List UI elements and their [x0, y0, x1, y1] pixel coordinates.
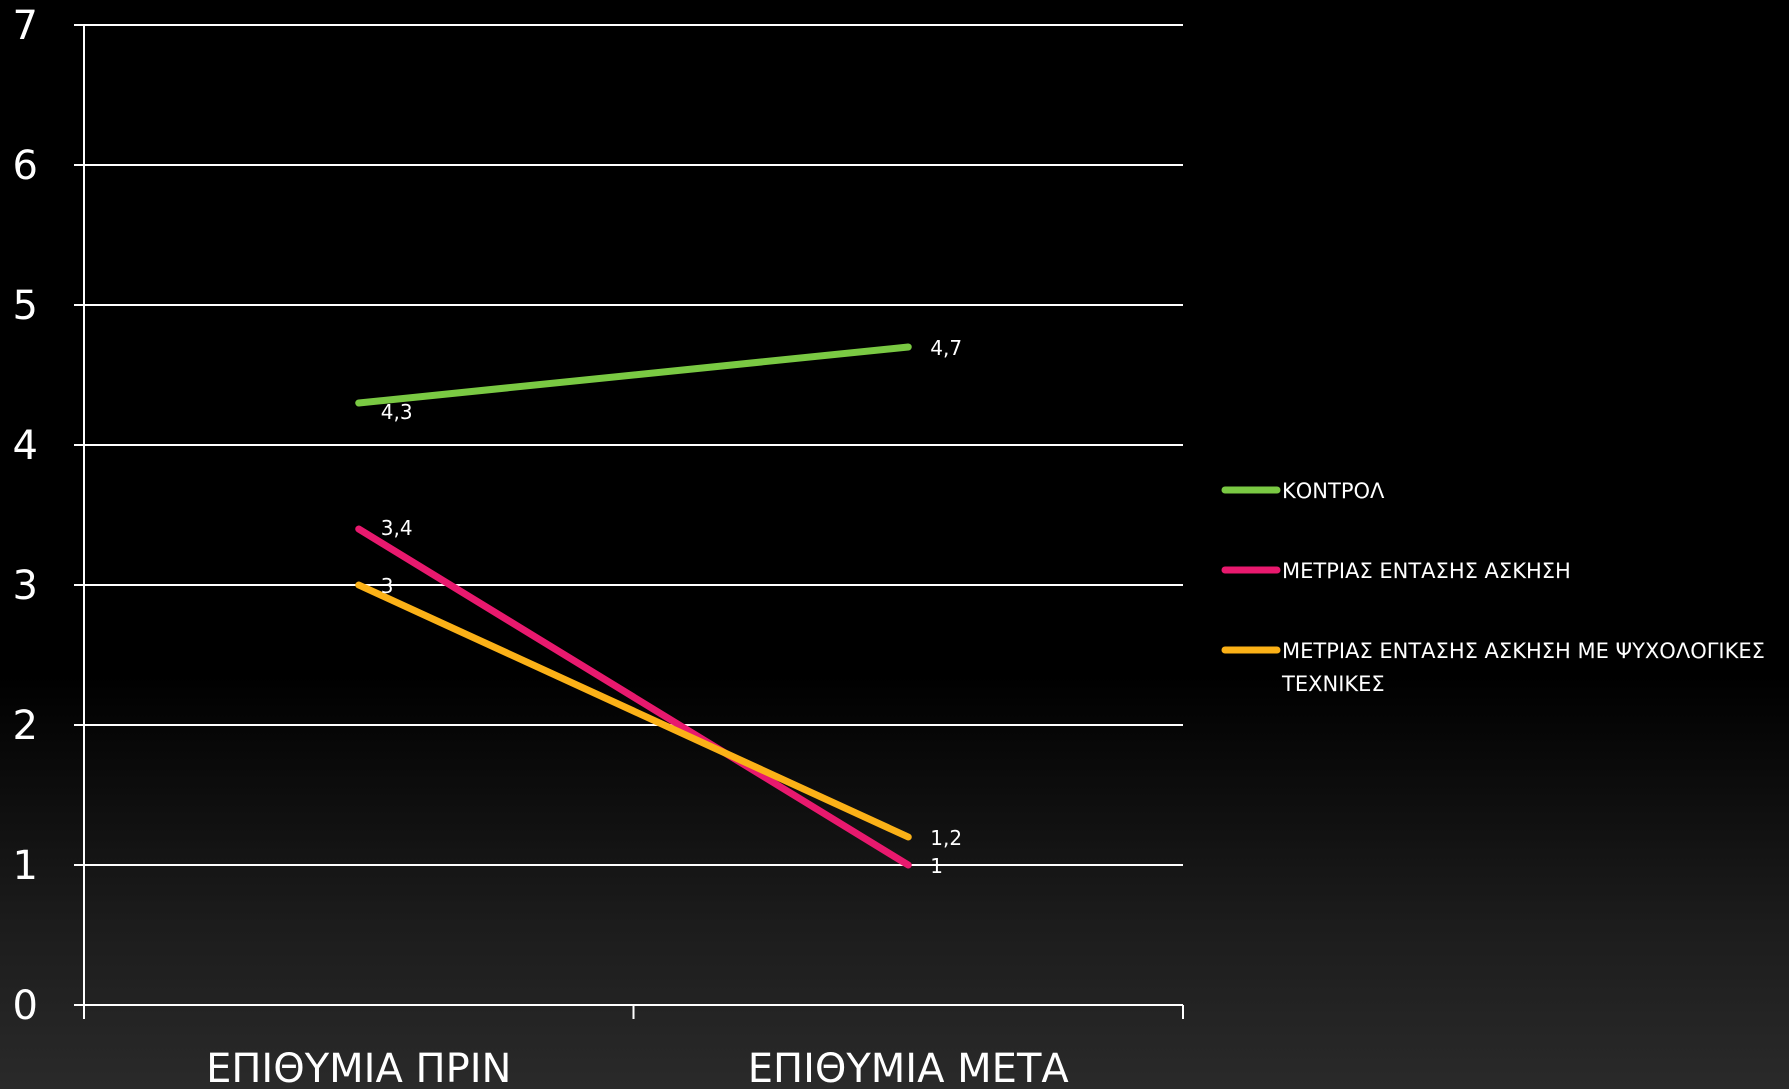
y-tick-label: 3 [13, 563, 38, 609]
data-labels: 4,3 4,7 3,4 1 3 1,2 [381, 336, 962, 878]
legend-label: ΤΕΧΝΙΚΕΣ [1281, 672, 1385, 696]
y-axis-tick-labels: 0 1 2 3 4 5 6 7 [13, 3, 38, 1029]
data-label: 3 [381, 574, 394, 598]
series-line [355, 581, 912, 841]
x-tick-label: ΕΠΙΘΥΜΙΑ ΠΡΙΝ [206, 1046, 511, 1089]
y-tick-label: 7 [13, 3, 38, 49]
y-tick-label: 4 [13, 423, 38, 469]
legend: ΚΟΝΤΡΟΛ ΜΕΤΡΙΑΣ ΕΝΤΑΣΗΣ ΑΣΚΗΣΗ ΜΕΤΡΙΑΣ ΕΝΤ… [1221, 479, 1765, 696]
legend-label: ΜΕΤΡΙΑΣ ΕΝΤΑΣΗΣ ΑΣΚΗΣΗ ΜΕ ΨΥΧΟΛΟΓΙΚΕΣ [1282, 639, 1765, 663]
y-tick-label: 0 [13, 983, 38, 1029]
data-label: 1 [930, 854, 943, 878]
data-label: 1,2 [930, 826, 962, 850]
axes [74, 24, 1184, 1019]
series-line [355, 525, 912, 869]
y-tick-label: 2 [13, 703, 38, 749]
series-line [355, 343, 912, 407]
data-label: 4,3 [381, 400, 413, 424]
data-label: 4,7 [930, 336, 962, 360]
legend-label: ΜΕΤΡΙΑΣ ΕΝΤΑΣΗΣ ΑΣΚΗΣΗ [1282, 559, 1571, 583]
y-tick-label: 1 [13, 843, 38, 889]
y-tick-label: 5 [13, 283, 38, 329]
x-axis-tick-labels: ΕΠΙΘΥΜΙΑ ΠΡΙΝ ΕΠΙΘΥΜΙΑ ΜΕΤΑ [206, 1046, 1069, 1089]
legend-label: ΚΟΝΤΡΟΛ [1282, 479, 1385, 503]
series-lines [355, 343, 912, 869]
y-tick-label: 6 [13, 143, 38, 189]
gridlines [84, 24, 1183, 866]
data-label: 3,4 [381, 516, 413, 540]
x-tick-label: ΕΠΙΘΥΜΙΑ ΜΕΤΑ [748, 1046, 1070, 1089]
